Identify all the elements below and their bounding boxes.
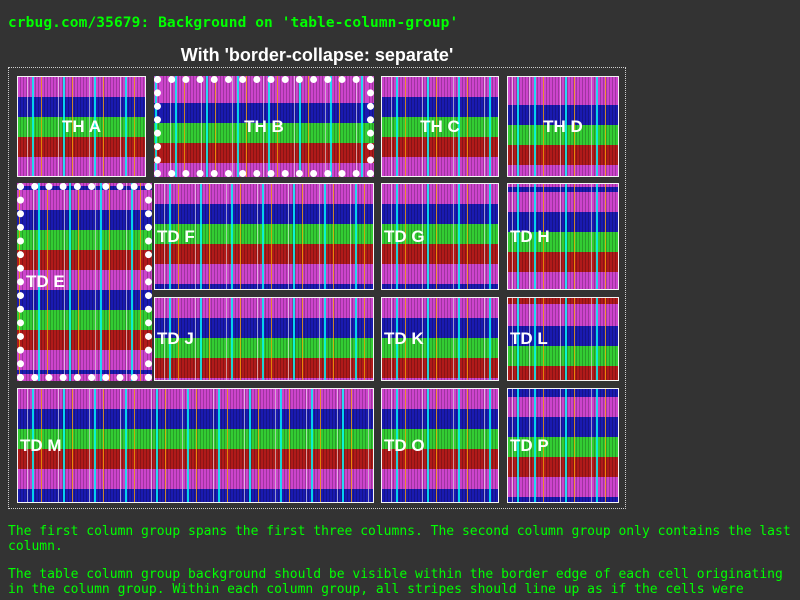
- cell-m: TD M: [17, 388, 374, 503]
- header-cell-c: TH C: [381, 76, 499, 177]
- cell-e: TD E: [17, 183, 152, 381]
- cell-p: TD P: [507, 388, 619, 503]
- header-cell-a: TH A: [17, 76, 146, 177]
- cell-g: TD G: [381, 183, 499, 290]
- cell-l: TD L: [507, 297, 619, 381]
- header-cell-b: TH B: [154, 76, 374, 177]
- header-cell-d: TH D: [507, 76, 619, 177]
- cell-o: TD O: [381, 388, 499, 503]
- test-table: TH A TH B TH C TH D TD E TD F TD G TD H …: [8, 67, 626, 509]
- cell-h: TD H: [507, 183, 619, 290]
- table-caption: With 'border-collapse: separate': [180, 45, 454, 65]
- cell-k: TD K: [381, 297, 499, 381]
- cell-j: TD J: [154, 297, 374, 381]
- description-paragraph-2: The table column group background should…: [8, 567, 783, 597]
- description-paragraph-1: The first column group spans the first t…: [8, 524, 791, 554]
- page-title: crbug.com/35679: Background on 'table-co…: [8, 15, 459, 31]
- cell-f: TD F: [154, 183, 374, 290]
